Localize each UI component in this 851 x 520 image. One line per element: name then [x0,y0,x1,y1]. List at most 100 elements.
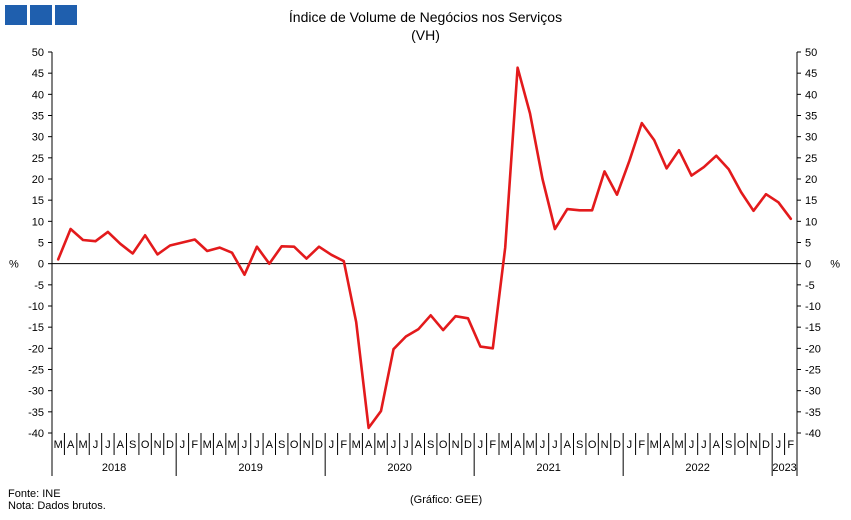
chart-title: Índice de Volume de Negócios nos Serviço… [288,9,563,25]
x-tick-label: J [105,439,111,451]
y-tick-label-left: -35 [28,407,44,419]
year-label: 2020 [387,462,411,474]
x-tick-label: N [452,439,460,451]
y-tick-label-right: 25 [805,153,817,165]
x-tick-label: J [478,439,484,451]
x-tick-label: J [403,439,409,451]
y-tick-label-right: -20 [805,343,821,355]
y-tick-label-left: -30 [28,386,44,398]
x-tick-label: D [613,439,621,451]
x-tick-label: M [376,439,385,451]
y-axis-unit-right: % [830,259,840,271]
x-tick-label: N [303,439,311,451]
credit-note: (Gráfico: GEE) [410,494,483,506]
x-tick-label: M [501,439,510,451]
x-tick-label: M [674,439,683,451]
y-tick-label-right: -25 [805,365,821,377]
x-tick-label: N [601,439,609,451]
y-tick-label-left: 45 [32,68,44,80]
x-tick-label: O [588,439,597,451]
y-tick-label-left: 15 [32,195,44,207]
x-tick-label: A [365,439,373,451]
y-tick-label-right: 0 [805,259,811,271]
y-tick-label-left: 35 [32,111,44,123]
y-tick-label-left: -15 [28,322,44,334]
x-tick-label: O [439,439,448,451]
x-tick-label: N [154,439,162,451]
x-tick-label: O [290,439,299,451]
chart-title-block: Índice de Volume de Negócios nos Serviço… [0,8,851,44]
y-tick-label-right: -30 [805,386,821,398]
gee-logo [5,5,77,25]
x-tick-label: J [701,439,707,451]
y-tick-label-right: 20 [805,174,817,186]
year-label: 2021 [536,462,560,474]
x-tick-label: M [78,439,87,451]
y-tick-label-right: 50 [805,47,817,59]
y-tick-label-left: 20 [32,174,44,186]
y-tick-label-left: 40 [32,89,44,101]
year-label: 2018 [102,462,126,474]
x-tick-label: M [203,439,212,451]
y-tick-label-right: 35 [805,111,817,123]
x-tick-label: A [67,439,75,451]
x-tick-label: J [540,439,546,451]
x-tick-label: M [352,439,361,451]
x-tick-label: M [650,439,659,451]
x-tick-label: S [129,439,136,451]
x-tick-label: S [576,439,583,451]
x-tick-label: J [329,439,335,451]
x-tick-label: A [564,439,572,451]
y-tick-label-right: 45 [805,68,817,80]
y-tick-label-left: 50 [32,47,44,59]
y-tick-label-right: -5 [805,280,815,292]
y-tick-label-right: -35 [805,407,821,419]
chart-subtitle: (VH) [411,27,440,43]
x-tick-label: N [750,439,758,451]
y-tick-label-left: 25 [32,153,44,165]
x-tick-label: A [663,439,671,451]
x-tick-label: S [278,439,285,451]
y-tick-label-right: 15 [805,195,817,207]
y-tick-label-right: 30 [805,132,817,144]
x-tick-label: M [54,439,63,451]
x-tick-label: J [689,439,695,451]
y-tick-label-left: 5 [38,238,44,250]
x-tick-label: F [787,439,794,451]
y-tick-label-right: 5 [805,238,811,250]
y-tick-label-left: -40 [28,428,44,440]
x-tick-label: A [117,439,125,451]
y-tick-label-right: -40 [805,428,821,440]
x-tick-label: S [427,439,434,451]
year-label: 2019 [238,462,262,474]
x-tick-label: F [191,439,198,451]
x-tick-label: S [725,439,732,451]
x-tick-label: O [737,439,746,451]
x-tick-label: A [514,439,522,451]
y-tick-label-left: 30 [32,132,44,144]
y-tick-label-left: -20 [28,343,44,355]
y-tick-label-right: -10 [805,301,821,313]
x-tick-label: A [415,439,423,451]
x-tick-label: A [713,439,721,451]
logo-block [5,5,27,25]
series-line [56,66,793,430]
y-tick-label-right: 40 [805,89,817,101]
x-tick-label: J [254,439,260,451]
logo-block [30,5,52,25]
x-tick-label: J [776,439,782,451]
x-tick-label: M [227,439,236,451]
x-tick-label: D [315,439,323,451]
y-tick-label-left: -10 [28,301,44,313]
x-tick-label: F [340,439,347,451]
data-note: Nota: Dados brutos. [8,500,106,512]
y-tick-label-left: 10 [32,216,44,228]
x-tick-label: D [464,439,472,451]
source-note: Fonte: INE [8,488,61,500]
x-tick-label: J [627,439,633,451]
y-tick-label-right: 10 [805,216,817,228]
logo-block [55,5,77,25]
x-tick-label: O [141,439,150,451]
y-tick-label-left: 0 [38,259,44,271]
y-tick-label-right: -15 [805,322,821,334]
